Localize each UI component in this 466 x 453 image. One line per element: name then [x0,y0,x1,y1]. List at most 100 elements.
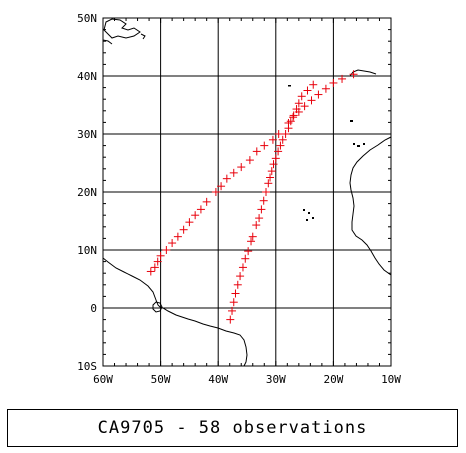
observation-marker [271,154,280,163]
observation-marker [260,141,269,150]
observation-marker [289,113,298,122]
island-cape-verde-3 [312,217,314,219]
observation-marker [228,306,237,315]
observation-marker [292,105,301,114]
observation-marker [247,237,256,246]
coast-africa [349,136,392,276]
observation-marker [179,225,188,234]
observation-marker [267,167,276,176]
observation-marker [259,196,268,205]
observation-marker [262,188,271,196]
lat-tick-label: 50N [77,12,97,25]
coast-south-america [102,257,248,367]
lat-tick-label: 40N [77,70,97,83]
observation-marker [289,111,298,120]
observation-marker [274,147,283,156]
observation-marker [252,221,261,230]
observation-marker [264,179,273,188]
observation-marker [245,156,254,165]
observation-marker [222,174,231,183]
lon-tick-label: 30W [266,373,286,386]
observation-marker [236,272,245,281]
observation-marker [329,78,338,87]
islands [288,85,365,221]
observation-marker [257,205,266,214]
island-cape-verde-1 [303,209,305,211]
observation-marker [202,197,211,206]
island-canary-1 [353,143,355,145]
coast-cape-breton [140,33,146,40]
lat-tick-label: 10N [77,244,97,257]
observation-marker [252,147,261,156]
observation-marker [168,239,177,248]
coast-nova-scotia [102,39,113,45]
observation-marker [217,182,226,191]
observation-marker [229,168,238,177]
island-cape-verde-2 [308,212,310,214]
observation-marker [286,117,295,126]
observation-points [146,70,358,324]
lon-tick-label: 40W [208,373,228,386]
observation-marker [297,92,306,101]
observation-marker [150,263,159,272]
observation-marker [278,135,287,144]
observation-marker [153,257,162,266]
observation-marker [274,130,283,138]
observation-marker [196,205,205,214]
observation-marker [173,232,182,241]
observation-marker [229,298,238,307]
observation-marker [349,70,358,79]
lat-tick-label: 20N [77,186,97,199]
island-cape-verde-4 [306,219,308,221]
observation-marker [233,280,242,289]
lon-tick-label: 60W [93,373,113,386]
observation-marker [303,86,312,95]
observation-marker [281,130,290,138]
observation-marker [238,263,247,272]
observation-marker [307,96,316,105]
lon-tick-label: 50W [151,373,171,386]
island-azores-1 [288,85,291,87]
observation-marker [284,124,293,133]
observation-marker [294,99,303,108]
observation-marker [185,218,194,227]
observation-marker [269,160,278,169]
observation-marker [338,74,347,83]
observation-marker [321,84,330,93]
observation-marker [156,251,165,260]
coast-iberia [349,69,377,77]
axis-labels: 60W 50W 40W 30W 20W 10W 10S 0 10N 20N 30N 40N 50N [77,12,401,386]
observation-marker [191,211,200,220]
coastlines [102,18,392,367]
axis-ticks [102,17,392,367]
island-canary-2 [357,145,360,147]
observation-marker [314,90,323,99]
lat-tick-label: 0 [90,302,97,315]
observation-marker [237,163,246,172]
island-canary-3 [363,143,365,145]
lon-tick-label: 20W [323,373,343,386]
observation-marker [248,232,257,241]
observation-marker [309,80,318,89]
observation-marker [226,315,235,324]
observation-marker [162,246,171,254]
lat-tick-label: 30N [77,128,97,141]
lon-tick-label: 10W [381,373,401,386]
observation-marker [268,135,277,144]
observation-marker [146,267,155,276]
grid [103,18,391,366]
observation-marker [231,289,240,298]
caption-text: CA9705 - 58 observations [97,418,368,438]
observation-marker [255,214,264,223]
observation-marker [300,102,309,111]
observation-marker [244,247,253,256]
lat-tick-label: 10S [77,360,97,373]
caption-box: CA9705 - 58 observations [7,409,458,447]
island-madeira [350,120,353,122]
observation-marker [266,173,275,182]
coast-newfoundland [103,18,141,39]
observation-marker [241,254,250,263]
observation-marker [276,141,285,150]
observation-marker [211,188,220,196]
